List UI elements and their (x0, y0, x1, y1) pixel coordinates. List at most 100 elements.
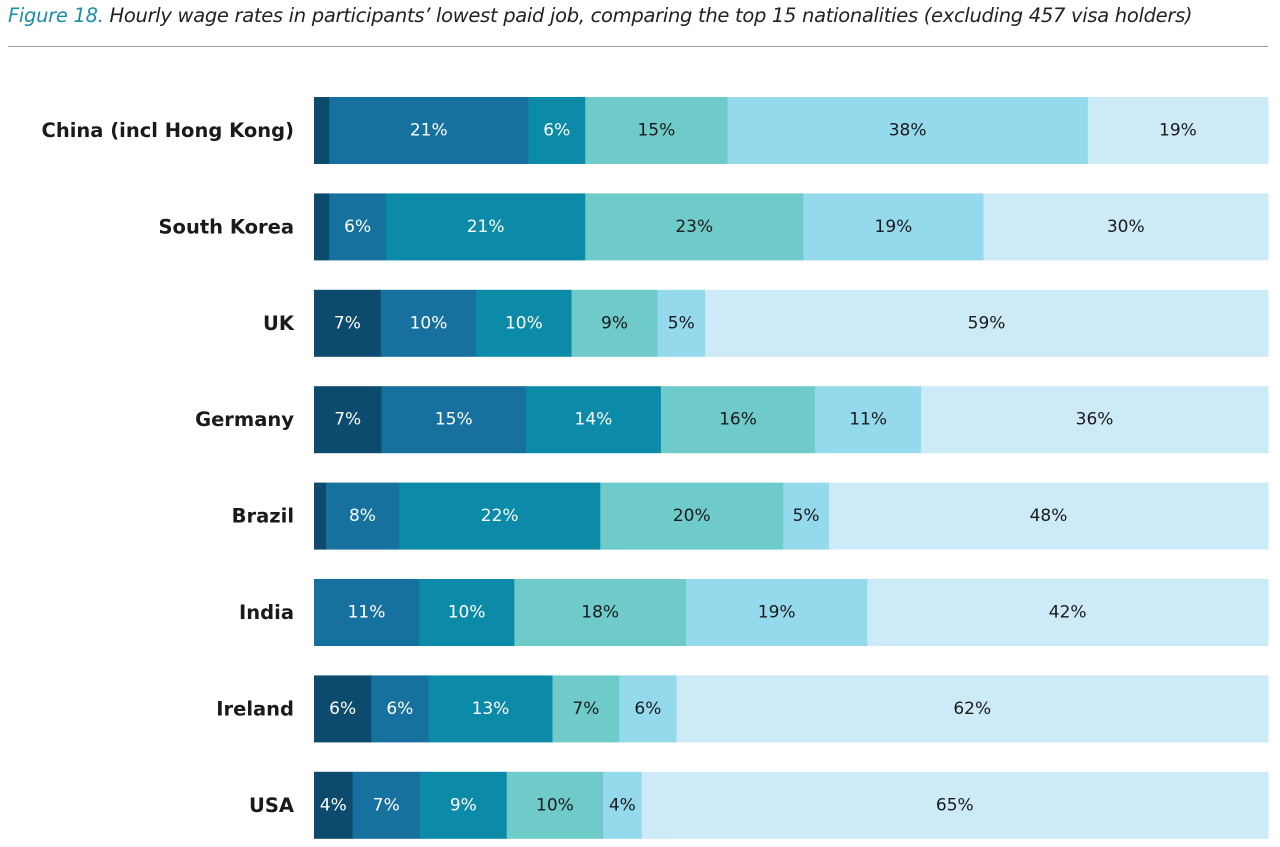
bar-segment-band-1 (314, 771, 354, 839)
bar-segment-band-3 (418, 579, 515, 646)
bar-segment-band-1 (314, 193, 330, 261)
bar-segment-band-2 (329, 193, 387, 261)
bar-segment-band-5 (657, 289, 706, 357)
bar-segment-band-4 (600, 482, 784, 550)
data-label: 16% (719, 410, 757, 430)
data-label: 6% (634, 699, 661, 719)
bar-segment-band-2 (381, 386, 527, 454)
data-label: 14% (575, 410, 613, 430)
bar-row-india: India 11% 10% 18% 19% 42% (239, 579, 1269, 646)
data-label: 36% (1076, 410, 1114, 430)
bar-segment-band-5 (727, 97, 1089, 164)
bar-segment-band-5 (783, 482, 830, 550)
data-label: 9% (601, 313, 628, 333)
data-label: 19% (1159, 121, 1197, 141)
figure-title: Figure 18. Hourly wage rates in particip… (8, 4, 1193, 27)
category-label: UK (263, 312, 295, 335)
data-label: 15% (435, 410, 473, 430)
data-label: 11% (348, 603, 386, 623)
bar-row-germany: Germany 7% 15% 14% 16% 11% 36% (195, 386, 1269, 454)
data-label: 22% (481, 506, 519, 526)
data-label: 4% (609, 795, 636, 815)
bar-segment-band-5 (686, 579, 868, 646)
data-label: 9% (450, 795, 477, 815)
bar-segment-band-6 (1087, 97, 1269, 164)
bar-segment-band-5 (603, 771, 643, 839)
data-label: 10% (505, 313, 543, 333)
data-label: 42% (1049, 603, 1087, 623)
bar-segment-band-4 (552, 675, 620, 743)
bar-segment-band-1 (314, 97, 330, 164)
category-label: China (incl Hong Kong) (42, 119, 294, 142)
bar-segment-band-6 (867, 579, 1269, 646)
bar-row-brazil: Brazil 8% 22% 20% 5% 48% (232, 482, 1269, 550)
bar-segment-band-1 (314, 289, 382, 357)
bar-segment-band-3 (476, 289, 573, 357)
data-label: 48% (1030, 506, 1068, 526)
category-label: South Korea (159, 215, 294, 238)
bar-segment-band-3 (420, 771, 508, 839)
data-label: 23% (675, 217, 713, 237)
data-label: 7% (334, 410, 361, 430)
bar-segment-band-2 (352, 771, 421, 839)
data-label: 20% (673, 506, 711, 526)
bar-segment-band-4 (585, 193, 804, 261)
data-label: 62% (953, 699, 991, 719)
data-label: 6% (543, 121, 570, 141)
bar-segment-band-3 (386, 193, 586, 261)
bar-segment-band-1 (314, 482, 327, 550)
bar-segment-band-2 (380, 289, 477, 357)
data-label: 8% (349, 506, 376, 526)
data-label: 4% (320, 795, 347, 815)
data-label: 10% (536, 795, 574, 815)
figure-title-text: Hourly wage rates in participants’ lowes… (109, 4, 1193, 27)
bar-segment-band-4 (585, 97, 728, 164)
bar-row-usa: USA 4% 7% 9% 10% 4% 65% (249, 771, 1269, 839)
bar-segment-band-4 (514, 579, 687, 646)
data-label: 59% (968, 313, 1006, 333)
data-label: 30% (1107, 217, 1145, 237)
bar-segment-band-6 (983, 193, 1269, 261)
bar-segment-band-6 (705, 289, 1269, 357)
bar-segment-band-5 (815, 386, 922, 454)
data-label: 38% (889, 121, 927, 141)
category-label: Germany (195, 408, 294, 431)
bar-segment-band-6 (921, 386, 1269, 454)
bar-segment-band-5 (619, 675, 678, 743)
bar-segment-band-4 (660, 386, 816, 454)
bar-row-china-incl-hong-kong: China (incl Hong Kong) 21% 6% 15% 38% 19% (42, 97, 1269, 164)
data-label: 6% (386, 699, 413, 719)
bar-segment-band-2 (371, 675, 429, 743)
data-label: 19% (875, 217, 913, 237)
bar-segment-band-6 (676, 675, 1269, 743)
bar-segment-band-3 (428, 675, 553, 743)
data-label: 10% (448, 603, 486, 623)
data-label: 15% (637, 121, 675, 141)
bar-segment-band-2 (325, 482, 400, 550)
bar-segment-band-5 (803, 193, 985, 261)
bar-segment-band-3 (528, 97, 586, 164)
bar-segment-band-1 (314, 675, 372, 743)
figure-number: Figure 18. (8, 4, 104, 27)
bar-segment-band-2 (329, 97, 529, 164)
data-label: 7% (334, 313, 361, 333)
category-label: India (239, 601, 294, 624)
bar-segment-band-4 (571, 289, 658, 357)
bar-row-ireland: Ireland 6% 6% 13% 7% 6% 62% (216, 675, 1269, 743)
data-label: 5% (793, 506, 820, 526)
bar-row-uk: UK 7% 10% 10% 9% 5% 59% (263, 289, 1269, 357)
bar-segment-band-4 (506, 771, 604, 839)
data-label: 13% (472, 699, 510, 719)
data-label: 21% (410, 121, 448, 141)
data-label: 19% (758, 603, 796, 623)
category-label: USA (249, 794, 294, 817)
data-label: 5% (668, 313, 695, 333)
data-label: 21% (467, 217, 505, 237)
bar-segment-band-6 (641, 771, 1269, 839)
data-label: 10% (410, 313, 448, 333)
bar-segment-band-3 (399, 482, 601, 550)
category-label: Ireland (216, 697, 294, 720)
data-label: 6% (329, 699, 356, 719)
data-label: 7% (572, 699, 599, 719)
